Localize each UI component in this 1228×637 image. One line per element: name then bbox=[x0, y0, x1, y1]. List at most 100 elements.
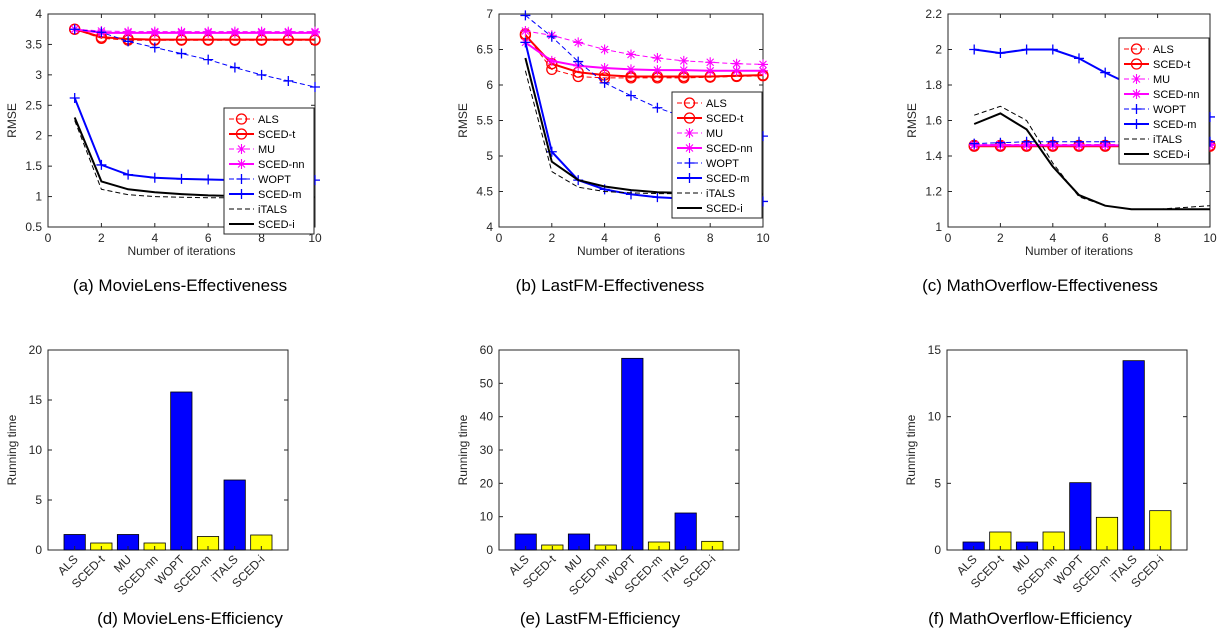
b-legend-label-SCED-t: SCED-t bbox=[706, 113, 743, 125]
a-point-WOPT bbox=[123, 36, 134, 47]
a-point-WOPT bbox=[310, 82, 320, 93]
b-xtick-label: 8 bbox=[707, 231, 714, 245]
a-legend-marker-WOPT bbox=[236, 174, 247, 184]
c-legend-label-MU: MU bbox=[1153, 74, 1170, 86]
b-point-SCED-m bbox=[520, 37, 531, 48]
e-ytick-label: 40 bbox=[480, 410, 494, 424]
b-point-SCED-nn bbox=[546, 55, 557, 66]
b-ytick-label: 5.5 bbox=[476, 114, 493, 128]
a-point-SCED-m bbox=[123, 169, 134, 180]
a-xtick-label: 4 bbox=[151, 231, 158, 245]
a-point-WOPT bbox=[69, 24, 80, 35]
c-ytick-label: 2 bbox=[935, 43, 942, 57]
a-point-WOPT bbox=[96, 27, 107, 38]
a-point-SCED-nn bbox=[203, 27, 214, 38]
b-point-WOPT bbox=[573, 56, 584, 67]
b-ytick-label: 5 bbox=[486, 149, 493, 163]
b-line-WOPT bbox=[525, 15, 764, 137]
b-point-MU bbox=[573, 37, 584, 48]
b-point-SCED-nn bbox=[652, 65, 663, 76]
b-point-MU bbox=[705, 57, 716, 68]
a-line-SCED-nn bbox=[74, 28, 315, 34]
b-point-MU bbox=[758, 59, 768, 70]
f-ylabel: Running time bbox=[904, 414, 918, 485]
a-legend-label-SCED-m: SCED-m bbox=[258, 189, 301, 201]
b-point-SCED-nn bbox=[626, 64, 636, 75]
b-xtick-label: 2 bbox=[548, 231, 555, 245]
c-point-SCED-m bbox=[1021, 44, 1032, 55]
c-ytick-label: 1.8 bbox=[925, 78, 942, 92]
b-point-SCED-m bbox=[652, 192, 663, 203]
f-bar-WOPT bbox=[1069, 482, 1092, 551]
c-xtick-label: 2 bbox=[997, 231, 1004, 245]
c-ytick-label: 1.4 bbox=[925, 149, 942, 163]
b-point-WOPT bbox=[626, 90, 636, 101]
c-legend-label-SCED-t: SCED-t bbox=[1153, 59, 1190, 71]
f-ytick-label: 10 bbox=[928, 410, 942, 424]
a-point-SCED-nn bbox=[229, 27, 240, 38]
c-xtick-label: 4 bbox=[1049, 231, 1056, 245]
f-ytick-label: 5 bbox=[934, 476, 941, 490]
caption-f: (f) MathOverflow-Efficiency bbox=[928, 609, 1132, 628]
c-point-WOPT bbox=[995, 137, 1006, 148]
a-ytick-label: 2 bbox=[35, 129, 42, 143]
a-legend-label-ALS: ALS bbox=[258, 114, 279, 126]
c-ytick-label: 1 bbox=[935, 220, 942, 234]
b-xtick-label: 10 bbox=[756, 231, 770, 245]
c-legend-marker-WOPT bbox=[1131, 104, 1142, 114]
b-point-SCED-nn bbox=[678, 65, 689, 76]
d-ylabel: Running time bbox=[5, 414, 19, 485]
c-ytick-label: 1.2 bbox=[925, 185, 942, 199]
d-plot-area bbox=[47, 349, 289, 551]
b-point-MU bbox=[599, 44, 610, 55]
a-point-SCED-nn bbox=[283, 27, 294, 38]
chart-f: 0 5 10 15 Running time ALS SCED-t MU SCED-nn WOPT… bbox=[820, 310, 1228, 637]
c-legend-marker-SCED-nn bbox=[1131, 89, 1142, 99]
b-line-SCED-t bbox=[524, 34, 764, 78]
e-ytick-label: 60 bbox=[480, 343, 494, 357]
a-point-WOPT bbox=[283, 75, 294, 86]
b-legend-label-iTALS: iTALS bbox=[706, 188, 735, 200]
a-legend-label-MU: MU bbox=[258, 144, 275, 156]
c-legend-label-iTALS: iTALS bbox=[1153, 134, 1182, 146]
a-point-WOPT bbox=[203, 54, 214, 65]
b-legend-label-ALS: ALS bbox=[706, 98, 727, 110]
e-ylabel: Running time bbox=[456, 414, 470, 485]
d-ytick-label: 10 bbox=[29, 443, 43, 457]
b-point-MU bbox=[678, 55, 689, 66]
a-ytick-label: 3.5 bbox=[25, 37, 42, 51]
a-ylabel: RMSE bbox=[5, 103, 19, 138]
f-ytick-label: 15 bbox=[928, 343, 942, 357]
b-point-MU bbox=[520, 26, 531, 37]
b-line-SCED-nn bbox=[524, 41, 763, 72]
a-xtick-label: 6 bbox=[205, 231, 212, 245]
c-line-SCED-i bbox=[973, 112, 1210, 211]
c-series-SCED-i bbox=[973, 112, 1210, 211]
f-ytick-label: 0 bbox=[934, 543, 941, 557]
a-point-SCED-m bbox=[149, 172, 160, 183]
c-point-WOPT bbox=[1021, 136, 1032, 147]
a-ytick-label: 4 bbox=[35, 7, 42, 21]
b-legend-marker-ALS bbox=[683, 97, 696, 109]
e-ytick-label: 0 bbox=[486, 543, 493, 557]
b-point-SCED-nn bbox=[758, 65, 768, 76]
a-legend-label-iTALS: iTALS bbox=[258, 204, 287, 216]
a-point-WOPT bbox=[176, 48, 187, 59]
a-point-SCED-m bbox=[176, 173, 187, 184]
a-xlabel: Number of iterations bbox=[127, 244, 235, 258]
b-legend-label-SCED-nn: SCED-nn bbox=[706, 143, 752, 155]
b-legend-marker-SCED-m bbox=[684, 173, 695, 183]
a-series-SCED-nn bbox=[69, 24, 320, 38]
e-ytick-label: 20 bbox=[480, 476, 494, 490]
c-point-WOPT bbox=[1047, 136, 1058, 147]
a-point-SCED-m bbox=[69, 92, 80, 103]
a-xtick-label: 8 bbox=[258, 231, 265, 245]
b-legend-label-SCED-i: SCED-i bbox=[706, 203, 743, 215]
b-point-MU bbox=[731, 58, 742, 69]
e-plot-area bbox=[498, 349, 740, 551]
b-legend-label-SCED-m: SCED-m bbox=[706, 173, 749, 185]
f-bar-SCED-i bbox=[1149, 510, 1172, 551]
c-xtick-label: 10 bbox=[1203, 231, 1217, 245]
